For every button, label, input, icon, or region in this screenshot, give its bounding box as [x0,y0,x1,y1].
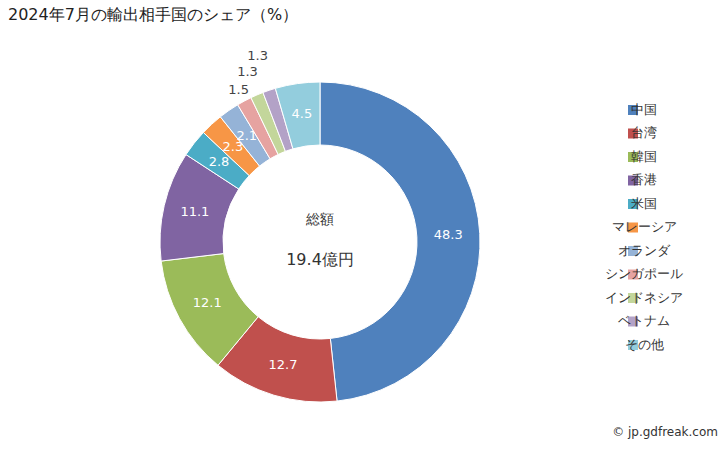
svg-text:1.5: 1.5 [228,82,249,97]
svg-text:シンガポール: シンガポール [605,266,683,281]
svg-text:総額: 総額 [305,211,334,227]
svg-text:12.1: 12.1 [193,295,222,310]
svg-text:2.3: 2.3 [222,139,244,154]
svg-text:1.3: 1.3 [237,64,258,79]
svg-text:11.1: 11.1 [180,204,209,219]
svg-text:マレーシア: マレーシア [612,219,677,234]
svg-text:インドネシア: インドネシア [605,290,683,305]
svg-text:ベトナム: ベトナム [618,313,670,328]
svg-text:2.8: 2.8 [209,154,230,169]
svg-text:2.1: 2.1 [236,128,257,143]
svg-text:台湾: 台湾 [631,125,657,140]
svg-text:オランダ: オランダ [618,243,671,258]
svg-text:12.7: 12.7 [269,357,298,372]
svg-text:48.3: 48.3 [434,227,463,242]
svg-text:1.3: 1.3 [247,48,268,63]
svg-text:© jp.gdfreak.com: © jp.gdfreak.com [612,425,718,439]
svg-text:19.4億円: 19.4億円 [286,250,354,269]
svg-text:その他: その他 [625,337,664,352]
svg-text:韓国: 韓国 [631,149,657,164]
svg-text:米国: 米国 [631,196,657,211]
svg-text:香港: 香港 [631,172,657,187]
html-text:2024年7月の輸出相手国のシェア（%）: 2024年7月の輸出相手国のシェア（%） [8,5,299,24]
svg-text:4.5: 4.5 [292,106,313,121]
svg-text:中国: 中国 [631,102,657,117]
